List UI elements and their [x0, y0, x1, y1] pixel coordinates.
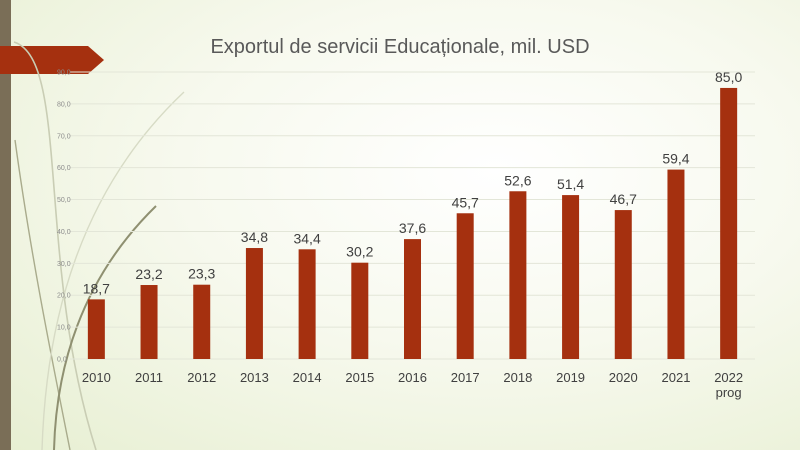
bar: [351, 262, 369, 359]
x-category-label: 2010: [82, 370, 111, 385]
y-tick-label: 0,0: [57, 357, 67, 364]
x-category-label: 2019: [556, 370, 585, 385]
bar: [456, 213, 474, 359]
bar: [509, 191, 527, 359]
bar: [404, 239, 421, 359]
bar: [140, 285, 158, 359]
bar: [720, 87, 738, 359]
x-category-label: prog: [716, 385, 742, 400]
bar: [245, 248, 263, 359]
x-category-label: 2017: [451, 370, 480, 385]
x-axis-category-labels: 2010 2011 2012 2013 2014 2015 2016 2017 2018 2019…: [82, 370, 743, 400]
bar: [614, 210, 632, 359]
x-category-label: 2014: [293, 370, 322, 385]
y-tick-label: 10,0: [57, 325, 71, 332]
y-tick-label: 80,0: [57, 101, 71, 108]
x-category-label: 2022: [714, 370, 743, 385]
y-tick-label: 30,0: [57, 261, 71, 268]
decor-curve: [53, 205, 157, 450]
bar: [193, 284, 211, 359]
y-tick-label: 20,0: [57, 293, 71, 300]
x-category-label: 2020: [609, 370, 638, 385]
data-label: 30,2: [346, 244, 373, 260]
bar: [87, 299, 105, 359]
y-tick-label: 70,0: [57, 133, 71, 140]
data-label: 18,7: [83, 280, 110, 296]
chart-title: Exportul de servicii Educaționale, mil. …: [210, 36, 590, 58]
bar: [667, 169, 685, 359]
x-category-label: 2021: [662, 370, 691, 385]
data-label: 23,2: [135, 266, 162, 282]
data-label: 37,6: [399, 220, 426, 236]
x-category-label: 2013: [240, 370, 269, 385]
y-tick-label: 40,0: [57, 229, 71, 236]
bar: [298, 249, 316, 359]
y-axis-tick-labels: 0,0 10,0 20,0 30,0 40,0 50,0 60,0 70,0 80,0 90,0: [57, 70, 71, 364]
bar: [562, 195, 580, 359]
data-label: 85,0: [715, 69, 742, 85]
x-category-label: 2012: [187, 370, 216, 385]
x-category-label: 2018: [503, 370, 532, 385]
decor-curve: [14, 139, 71, 450]
data-label: 46,7: [610, 191, 637, 207]
y-tick-label: 50,0: [57, 197, 71, 204]
title-banner-arrow: [0, 46, 104, 74]
data-label: 23,3: [188, 266, 215, 282]
y-tick-label: 60,0: [57, 165, 71, 172]
data-labels: 18,7 23,2 23,3 34,8 34,4 30,2 37,6 45,7 52,6 51,4…: [83, 69, 743, 296]
left-sidebar-stripe: [0, 0, 11, 450]
data-label: 51,4: [557, 176, 584, 192]
x-category-label: 2016: [398, 370, 427, 385]
data-label: 59,4: [662, 151, 689, 167]
data-label: 45,7: [452, 194, 479, 210]
data-label: 52,6: [504, 172, 531, 188]
data-label: 34,4: [293, 230, 320, 246]
x-category-label: 2011: [135, 370, 163, 385]
x-category-label: 2015: [345, 370, 374, 385]
decor-curve: [13, 41, 97, 450]
decor-curve: [41, 91, 185, 450]
data-label: 34,8: [241, 229, 268, 245]
bars: [87, 87, 738, 359]
y-tick-label: 90,0: [57, 70, 71, 77]
